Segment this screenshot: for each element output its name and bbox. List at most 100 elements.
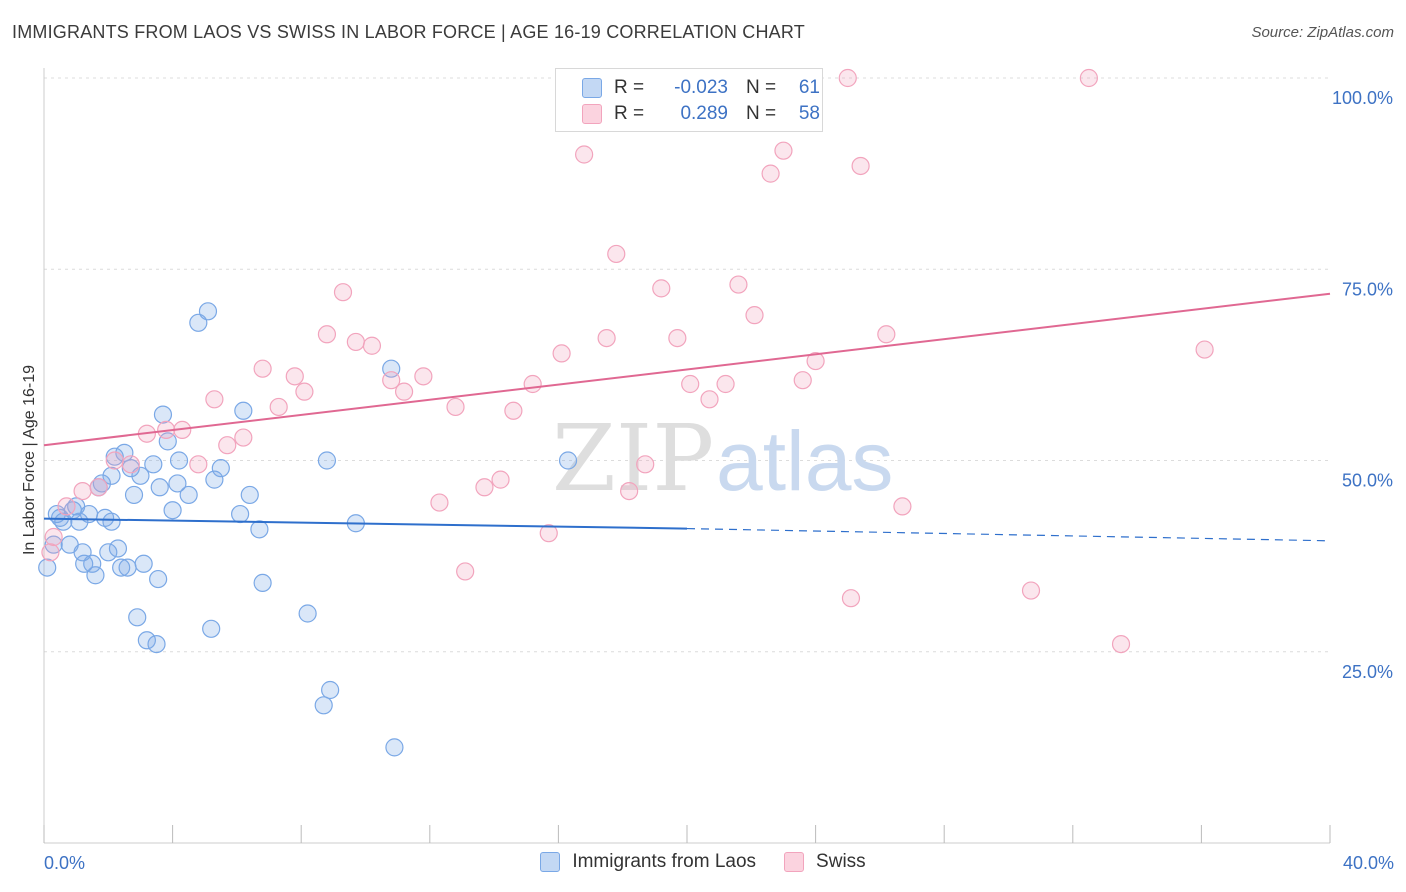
swiss-point bbox=[317, 325, 337, 344]
legend-label-swiss: Swiss bbox=[816, 851, 866, 872]
swiss-point bbox=[73, 482, 92, 501]
laos-point bbox=[153, 405, 173, 424]
laos-trend-extension bbox=[686, 527, 1331, 542]
laos-point bbox=[128, 608, 147, 627]
laos-point bbox=[150, 478, 169, 497]
laos-point bbox=[558, 451, 578, 470]
laos-point bbox=[211, 459, 230, 478]
swiss-point bbox=[295, 382, 314, 401]
y-tick-label: 100.0% bbox=[1332, 88, 1393, 108]
laos-point bbox=[321, 680, 340, 700]
laos-point bbox=[231, 504, 250, 524]
swiss-point bbox=[539, 524, 558, 543]
swiss-point bbox=[523, 374, 542, 394]
laos-point bbox=[105, 447, 124, 466]
laos-point bbox=[240, 485, 259, 505]
swiss-point bbox=[851, 156, 870, 176]
swiss-point bbox=[346, 332, 365, 352]
legend-n-label: N = bbox=[746, 77, 777, 98]
swiss-point bbox=[491, 470, 510, 489]
laos-point bbox=[147, 634, 166, 654]
swiss-point bbox=[44, 527, 63, 547]
x-tick-label-min: 0.0% bbox=[44, 853, 86, 873]
swiss-point bbox=[430, 493, 449, 512]
trend-lines bbox=[43, 292, 1331, 542]
laos-point bbox=[205, 470, 224, 489]
swiss-point bbox=[105, 451, 124, 470]
laos-point bbox=[179, 485, 198, 505]
laos-point bbox=[250, 520, 269, 539]
chart-title: IMMIGRANTS FROM LAOS VS SWISS IN LABOR F… bbox=[12, 22, 805, 42]
swiss-point bbox=[761, 164, 780, 183]
laos-trend-line bbox=[43, 517, 688, 530]
swiss-point bbox=[745, 306, 764, 325]
swiss-point bbox=[893, 497, 912, 516]
laos-point bbox=[198, 302, 218, 321]
legend-n-value: 58 bbox=[798, 103, 820, 124]
laos-swatch bbox=[540, 852, 561, 872]
swiss-point bbox=[89, 478, 108, 497]
source-label: Source: ZipAtlas.com bbox=[1251, 24, 1394, 41]
swiss-point bbox=[475, 478, 494, 497]
legend-item-laos[interactable]: Immigrants from Laos bbox=[540, 851, 756, 873]
laos-point bbox=[102, 466, 121, 485]
x-tick-label-max: 40.0% bbox=[1342, 853, 1394, 873]
swiss-point bbox=[253, 359, 272, 378]
swiss-swatch bbox=[582, 104, 602, 124]
swiss-point bbox=[774, 141, 793, 160]
laos-point bbox=[38, 558, 57, 577]
swiss-point bbox=[218, 436, 237, 455]
swiss-point bbox=[575, 145, 594, 164]
swiss-point bbox=[1079, 68, 1098, 88]
swiss-point bbox=[205, 390, 224, 409]
legend-r-label: R = bbox=[614, 103, 645, 124]
swiss-point bbox=[1111, 634, 1131, 654]
swiss-point bbox=[234, 428, 253, 447]
laos-point bbox=[298, 604, 317, 623]
laos-point bbox=[169, 451, 189, 470]
swiss-point bbox=[841, 589, 861, 608]
swiss-point bbox=[877, 325, 896, 344]
laos-point bbox=[121, 459, 140, 478]
swiss-point bbox=[285, 367, 304, 386]
laos-point bbox=[108, 539, 128, 558]
legend-item-swiss[interactable]: Swiss bbox=[784, 851, 866, 873]
laos-point bbox=[163, 501, 182, 520]
swiss-point bbox=[700, 390, 719, 409]
legend-row-swiss: R = 0.289 N = 58 bbox=[582, 103, 820, 125]
laos-point bbox=[385, 738, 404, 757]
legend-r-value: -0.023 bbox=[674, 77, 728, 98]
legend-r-value: 0.289 bbox=[680, 103, 728, 124]
grid-lines bbox=[44, 77, 1330, 653]
swiss-point bbox=[607, 244, 626, 264]
swiss-point bbox=[1195, 340, 1214, 359]
swiss-point bbox=[121, 455, 140, 474]
swiss-point bbox=[652, 279, 671, 298]
swiss-swatch bbox=[784, 852, 805, 872]
swiss-point bbox=[729, 275, 748, 294]
series-legend: Immigrants from Laos Swiss bbox=[0, 851, 1406, 873]
laos-point bbox=[124, 485, 144, 505]
laos-point bbox=[118, 558, 137, 577]
swiss-point bbox=[716, 374, 735, 394]
swiss-points bbox=[41, 68, 1214, 654]
laos-point bbox=[158, 432, 177, 451]
y-axis-label: In Labor Force | Age 16-19 bbox=[21, 364, 38, 556]
laos-point bbox=[86, 566, 105, 585]
swiss-trend-line bbox=[43, 292, 1331, 447]
laos-point bbox=[102, 512, 121, 531]
watermark-zip: ZIP bbox=[552, 405, 714, 512]
laos-point bbox=[137, 631, 156, 650]
laos-point bbox=[134, 554, 153, 573]
laos-point bbox=[144, 455, 163, 474]
swiss-point bbox=[189, 455, 208, 474]
laos-point bbox=[83, 554, 102, 573]
y-tick-label: 75.0% bbox=[1342, 279, 1393, 299]
swiss-point bbox=[838, 68, 857, 88]
swiss-point bbox=[1021, 581, 1041, 600]
swiss-point bbox=[362, 336, 382, 355]
swiss-point bbox=[41, 543, 60, 562]
y-tick-labels: 25.0% 50.0% 75.0% 100.0% bbox=[1332, 88, 1393, 682]
laos-point bbox=[234, 401, 253, 420]
